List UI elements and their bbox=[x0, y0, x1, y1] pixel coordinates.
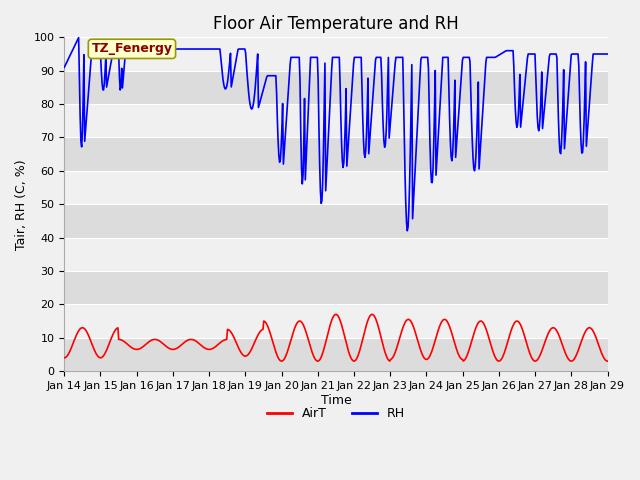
Bar bbox=[64, 204, 607, 238]
Bar bbox=[64, 271, 607, 304]
Bar bbox=[64, 171, 607, 204]
Text: TZ_Fenergy: TZ_Fenergy bbox=[92, 42, 172, 55]
Title: Floor Air Temperature and RH: Floor Air Temperature and RH bbox=[213, 15, 459, 33]
Bar bbox=[64, 338, 607, 371]
Bar bbox=[64, 238, 607, 271]
Bar bbox=[64, 304, 607, 338]
Bar bbox=[64, 104, 607, 137]
Bar bbox=[64, 137, 607, 171]
X-axis label: Time: Time bbox=[321, 394, 351, 407]
Bar bbox=[64, 71, 607, 104]
Bar bbox=[64, 37, 607, 71]
Y-axis label: Tair, RH (C, %): Tair, RH (C, %) bbox=[15, 159, 28, 250]
Legend: AirT, RH: AirT, RH bbox=[262, 402, 410, 425]
